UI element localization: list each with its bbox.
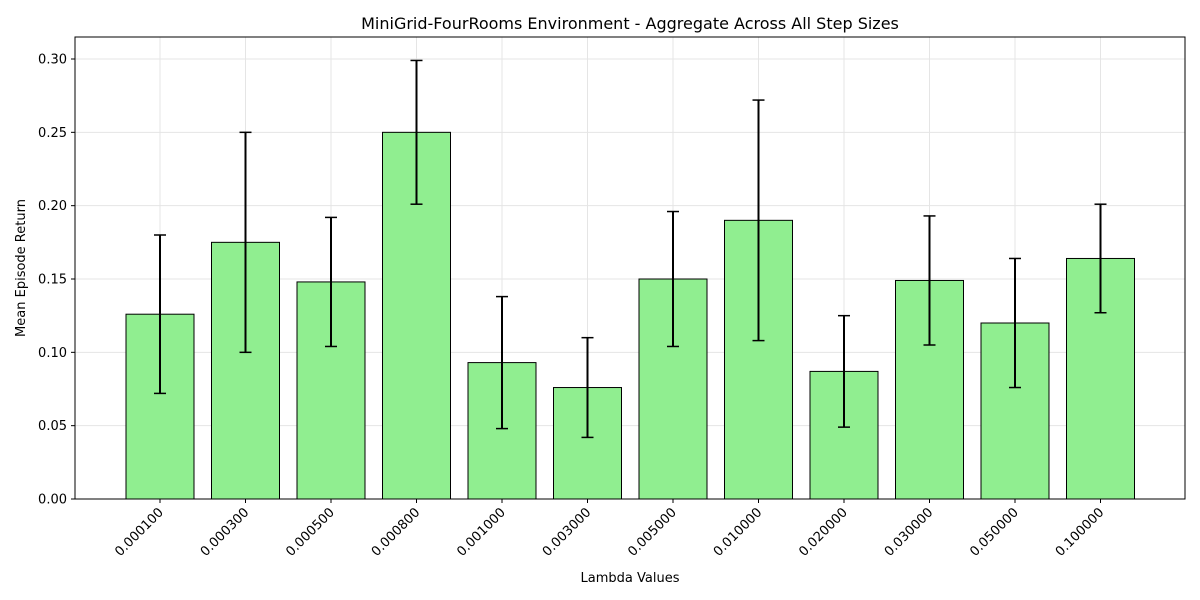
x-tick-label: 0.000800 — [369, 505, 423, 559]
plot-frame — [74, 36, 1186, 500]
x-axis: 0.000100 0.000300 0.000500 0.000800 0.001000… — [112, 499, 1107, 560]
x-tick-label: 0.030000 — [882, 505, 936, 559]
y-tick-label: 0.05 — [38, 419, 67, 434]
x-tick-label: 0.050000 — [967, 505, 1021, 559]
y-tick-label: 0.10 — [38, 346, 67, 361]
y-tick-label: 0.20 — [38, 199, 67, 214]
y-tick-label: 0.30 — [38, 53, 67, 68]
error-bars-group — [154, 59, 1107, 439]
x-tick-label: 0.003000 — [540, 505, 594, 559]
x-tick-label: 0.000300 — [198, 505, 252, 559]
y-axis-label: Mean Episode Return — [14, 199, 29, 337]
x-axis-label: Lambda Values — [581, 571, 680, 586]
y-tick-label: 0.00 — [38, 493, 67, 508]
x-tick-label: 0.001000 — [454, 505, 508, 559]
chart-title: MiniGrid-FourRooms Environment - Aggrega… — [361, 14, 899, 33]
y-tick-label: 0.25 — [38, 126, 67, 141]
x-tick-label: 0.000500 — [283, 505, 337, 559]
x-tick-label: 0.005000 — [625, 505, 679, 559]
y-axis: 0.00 0.05 0.10 0.15 0.20 0.25 0.30 — [38, 53, 75, 508]
bars-group — [125, 131, 1135, 500]
x-tick-label: 0.100000 — [1053, 505, 1107, 559]
x-tick-label: 0.000100 — [112, 505, 166, 559]
y-tick-label: 0.15 — [38, 273, 67, 288]
x-tick-label: 0.010000 — [711, 505, 765, 559]
x-tick-label: 0.020000 — [796, 505, 850, 559]
